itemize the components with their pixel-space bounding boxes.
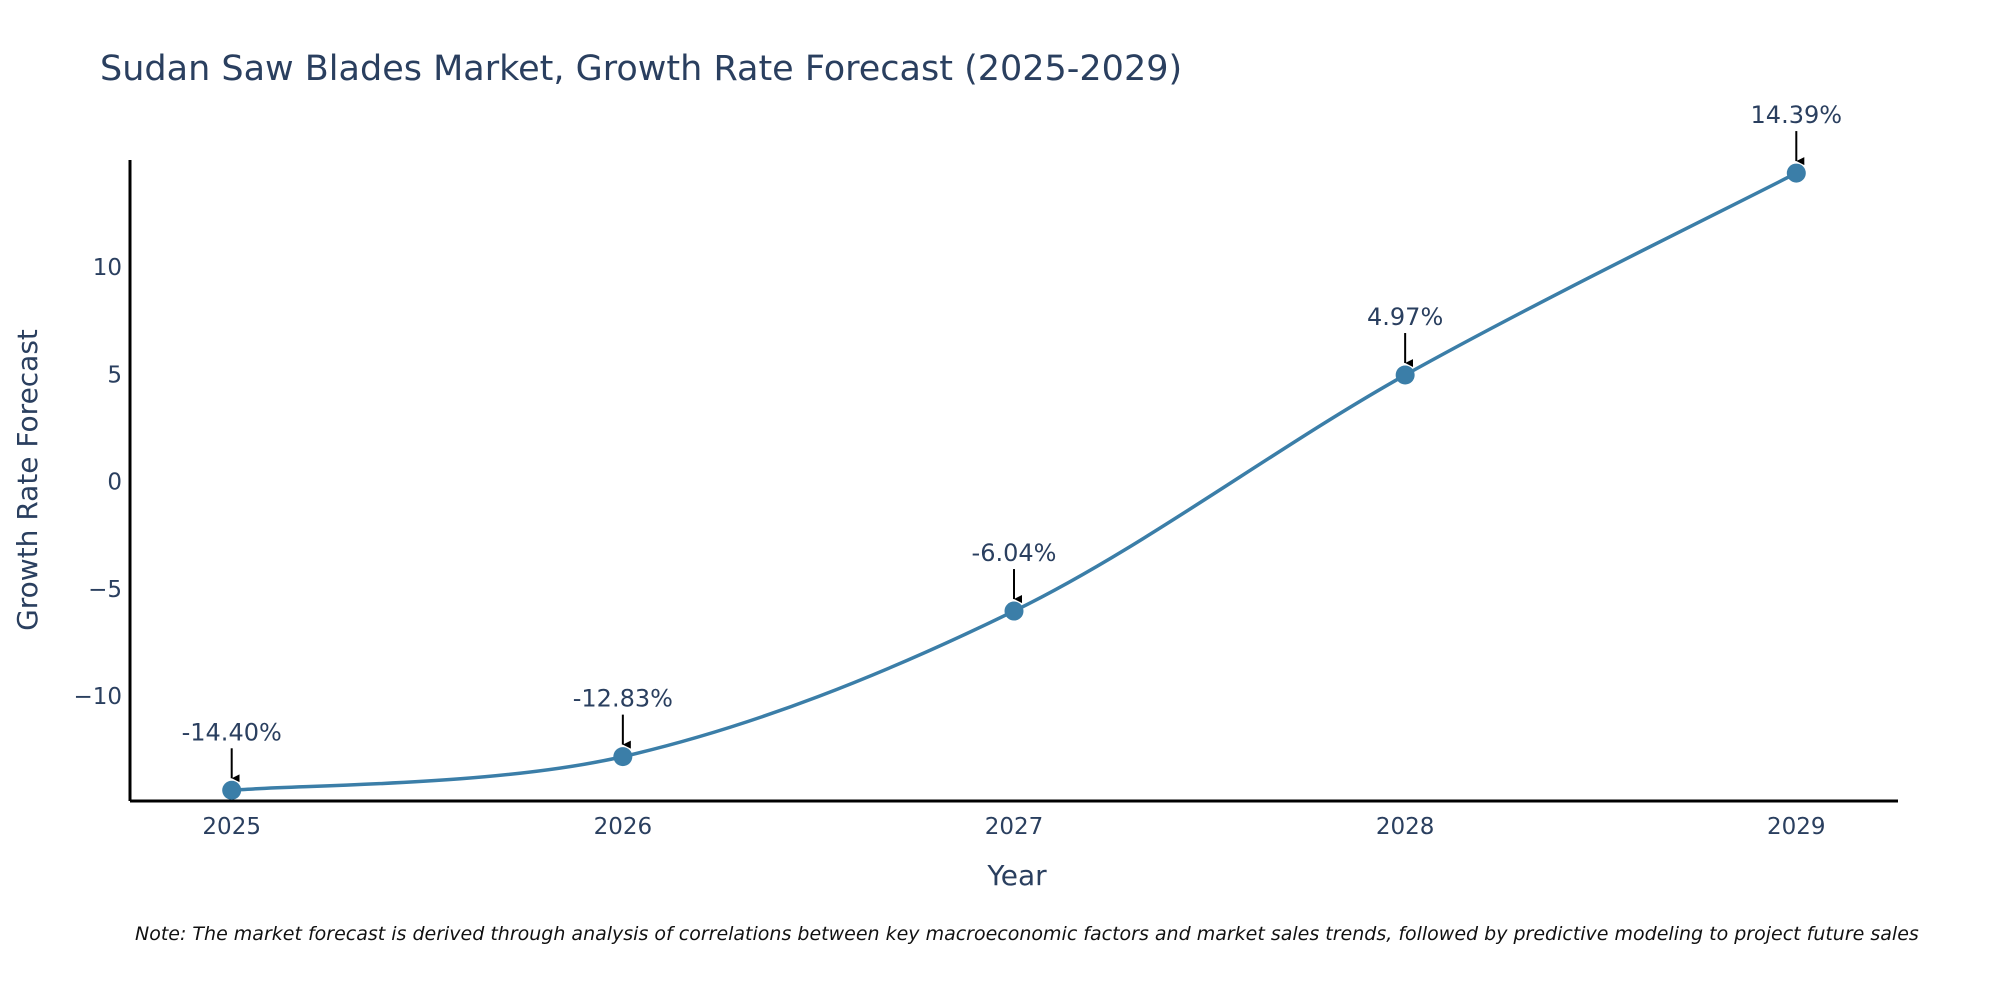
data-point-label: -12.83% bbox=[573, 685, 673, 713]
y-tick-label: −5 bbox=[88, 577, 122, 603]
chart-title: Sudan Saw Blades Market, Growth Rate For… bbox=[100, 49, 1182, 89]
x-axis-title: Year bbox=[986, 859, 1047, 892]
growth-rate-line bbox=[231, 171, 1798, 793]
data-point-marker bbox=[222, 780, 242, 800]
x-tick-label: 2029 bbox=[1767, 814, 1826, 840]
chart-note: Note: The market forecast is derived thr… bbox=[135, 923, 1919, 945]
y-tick-label: 10 bbox=[93, 255, 122, 281]
y-tick-label: 0 bbox=[107, 470, 122, 496]
data-point-label: -14.40% bbox=[182, 718, 282, 746]
data-point-marker bbox=[613, 747, 633, 767]
y-axis-ticks: 10 5 0 −5 −10 bbox=[73, 255, 122, 710]
data-point-label: 4.97% bbox=[1367, 303, 1443, 331]
data-points bbox=[222, 163, 1806, 800]
y-tick-label: −10 bbox=[73, 684, 122, 710]
x-tick-label: 2027 bbox=[985, 814, 1044, 840]
data-point-marker bbox=[1395, 365, 1415, 385]
x-axis-ticks: 2025 2026 2027 2028 2029 bbox=[202, 814, 1825, 840]
data-point-label: -6.04% bbox=[972, 539, 1057, 567]
x-tick-label: 2025 bbox=[202, 814, 261, 840]
data-annotations: -14.40% -12.83% -6.04% 4.97% 14.39% bbox=[182, 101, 1843, 783]
data-point-marker bbox=[1786, 163, 1806, 183]
data-point-marker bbox=[1004, 601, 1024, 621]
x-tick-label: 2026 bbox=[594, 814, 653, 840]
y-tick-label: 5 bbox=[107, 362, 122, 388]
data-point-label: 14.39% bbox=[1751, 101, 1843, 129]
y-axis-title: Growth Rate Forecast bbox=[11, 329, 44, 631]
x-tick-label: 2028 bbox=[1376, 814, 1435, 840]
